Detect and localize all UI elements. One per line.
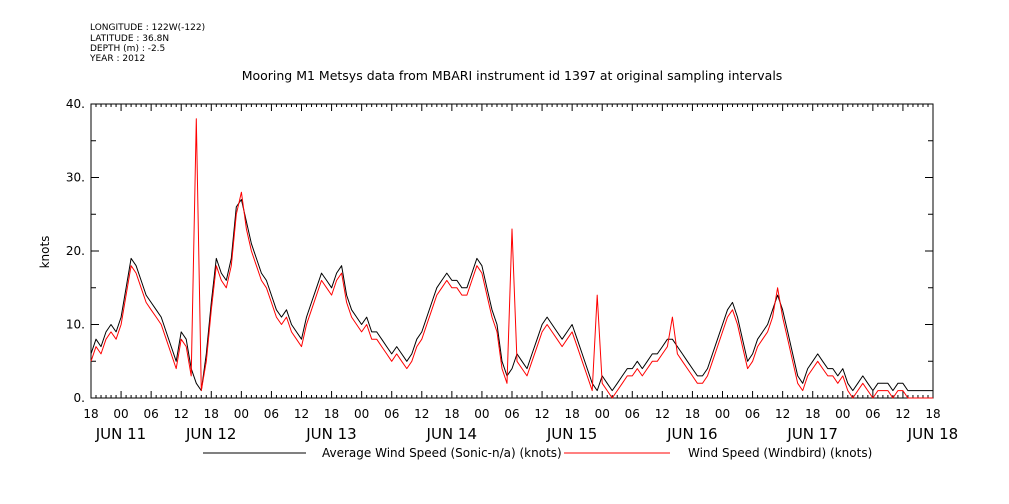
meta-longitude: LONGITUDE : 122W(-122) <box>90 23 205 33</box>
x-tick-label: 12 <box>655 407 670 421</box>
x-tick-label: 18 <box>925 407 940 421</box>
x-tick-label: 12 <box>414 407 429 421</box>
y-tick-label: 10. <box>66 318 85 332</box>
legend-label-windbird: Wind Speed (Windbird) (knots) <box>688 446 872 460</box>
x-date-label: JUN 18 <box>907 425 958 443</box>
meta-year: YEAR : 2012 <box>89 54 145 64</box>
x-tick-label: 12 <box>534 407 549 421</box>
y-tick-label: 20. <box>66 244 85 258</box>
x-tick-label: 00 <box>595 407 610 421</box>
legend-label-average: Average Wind Speed (Sonic-n/a) (knots) <box>322 446 562 460</box>
x-tick-label: 06 <box>745 407 760 421</box>
x-tick-label: 06 <box>144 407 159 421</box>
x-tick-label: 00 <box>474 407 489 421</box>
chart-title: Mooring M1 Metsys data from MBARI instru… <box>242 68 783 83</box>
x-date-label: JUN 17 <box>786 425 837 443</box>
x-tick-label: 18 <box>204 407 219 421</box>
x-tick-label: 06 <box>504 407 519 421</box>
y-tick-label: 30. <box>66 171 85 185</box>
plot-frame <box>90 103 934 399</box>
x-date-label: JUN 14 <box>426 425 477 443</box>
series-line-average <box>90 199 933 392</box>
x-tick-label: 18 <box>685 407 700 421</box>
y-axis-label: knots <box>38 236 52 269</box>
x-date-label: JUN 15 <box>546 425 597 443</box>
plot-area: 0. 10. 20. 30. 40. 18 00 06 12 18 00 06 12 18 00 06 12 18… <box>66 97 958 443</box>
legend: Average Wind Speed (Sonic-n/a) (knots) W… <box>203 446 872 460</box>
x-tick-label: 18 <box>324 407 339 421</box>
y-tick-label: 0. <box>74 391 85 405</box>
series-line-windbird <box>90 118 933 399</box>
x-date-label: JUN 12 <box>185 425 236 443</box>
x-tick-label: 00 <box>354 407 369 421</box>
x-date-label: JUN 16 <box>666 425 717 443</box>
x-tick-label: 06 <box>625 407 640 421</box>
meta-latitude: LATITUDE : 36.8N <box>90 34 169 44</box>
x-tick-label: 00 <box>234 407 249 421</box>
y-tick-label: 40. <box>66 97 85 111</box>
x-tick-label: 06 <box>865 407 880 421</box>
x-tick-label: 18 <box>805 407 820 421</box>
x-tick-label: 18 <box>565 407 580 421</box>
x-date-label: JUN 11 <box>95 425 146 443</box>
x-tick-label: 06 <box>384 407 399 421</box>
x-tick-label: 18 <box>444 407 459 421</box>
x-tick-label: 00 <box>113 407 128 421</box>
x-date-label: JUN 13 <box>305 425 356 443</box>
meta-depth: DEPTH (m) : -2.5 <box>90 44 165 54</box>
x-tick-label: 00 <box>715 407 730 421</box>
x-tick-label: 18 <box>83 407 98 421</box>
x-tick-label: 12 <box>775 407 790 421</box>
x-tick-label: 12 <box>294 407 309 421</box>
x-tick-label: 00 <box>835 407 850 421</box>
x-tick-label: 06 <box>264 407 279 421</box>
x-tick-label: 12 <box>174 407 189 421</box>
x-tick-label: 12 <box>895 407 910 421</box>
